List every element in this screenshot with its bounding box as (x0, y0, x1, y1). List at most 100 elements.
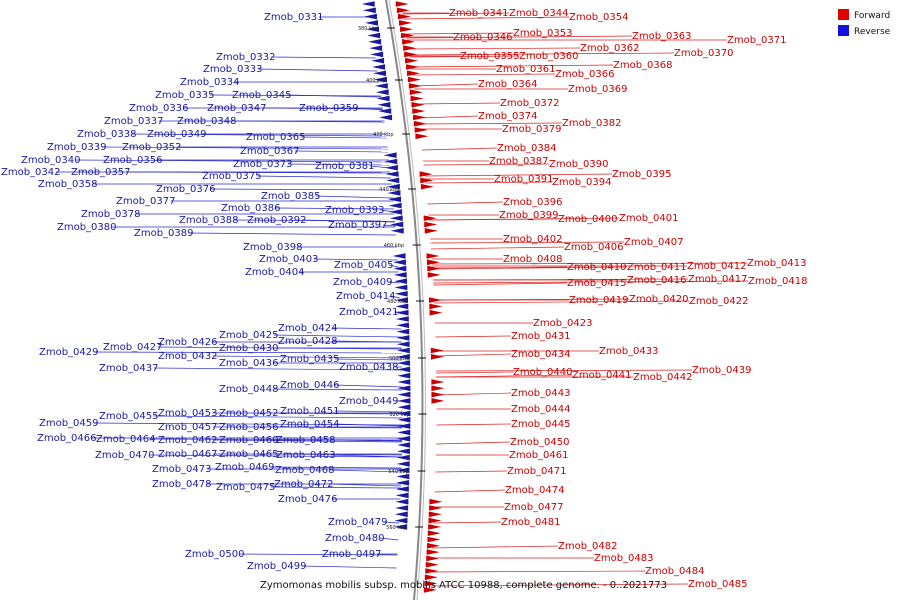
reverse-gene-label: Zmob_0373 (233, 159, 293, 170)
reverse-gene-glyph (390, 228, 404, 234)
reverse-gene-label: Zmob_0457 (158, 422, 218, 433)
reverse-gene-label: Zmob_0454 (280, 419, 340, 430)
reverse-gene-glyph (396, 322, 410, 329)
reverse-gene-label: Zmob_0435 (280, 354, 340, 365)
reverse-leader-line (332, 340, 402, 343)
forward-gene-label: Zmob_0387 (489, 156, 549, 167)
gene-glyphs (361, 1, 445, 593)
reverse-gene-label: Zmob_0403 (259, 254, 319, 265)
forward-gene-glyph (427, 530, 441, 536)
forward-leader-line (432, 278, 689, 281)
reverse-gene-glyph (372, 64, 386, 70)
forward-gene-glyph (427, 265, 441, 272)
reverse-leader-line (388, 264, 399, 268)
forward-gene-label: Zmob_0372 (500, 98, 560, 109)
forward-gene-glyph (431, 379, 445, 385)
scale-ticks: 380 kbp 400 kbp 420 kbp 440 kbp 460 kbp 480 k… (358, 26, 427, 531)
reverse-gene-glyph (396, 473, 410, 480)
forward-gene-glyph (406, 64, 420, 70)
reverse-gene-label: Zmob_0377 (116, 196, 176, 207)
reverse-leader-line (125, 171, 391, 174)
reverse-leader-line (330, 454, 402, 458)
reverse-gene-glyph (395, 303, 409, 310)
reverse-gene-label: Zmob_0467 (158, 449, 218, 460)
reverse-leader-line (382, 224, 396, 227)
reverse-gene-glyph (396, 347, 410, 354)
forward-gene-glyph (399, 20, 413, 26)
forward-leader-line (423, 163, 550, 166)
forward-gene-label: Zmob_0364 (478, 79, 538, 90)
forward-leader-line (436, 441, 511, 445)
reverse-gene-glyph (397, 372, 411, 379)
reverse-gene-label: Zmob_0347 (207, 103, 267, 114)
reverse-gene-label: Zmob_0349 (147, 129, 207, 140)
leader-lines (55, 12, 749, 587)
reverse-gene-label: Zmob_0340 (21, 155, 81, 166)
reverse-gene-label: Zmob_0460 (219, 435, 279, 446)
forward-leader-line (436, 371, 514, 374)
reverse-gene-glyph (395, 492, 409, 499)
genome-backbone (385, 0, 424, 600)
reverse-gene-glyph (371, 57, 385, 64)
forward-leader-line (436, 369, 693, 372)
forward-gene-label: Zmob_0346 (453, 32, 513, 43)
forward-gene-glyph (426, 555, 440, 562)
forward-leader-line (418, 122, 563, 125)
reverse-gene-label: Zmob_0348 (177, 116, 237, 127)
forward-leader-line (435, 335, 512, 338)
reverse-gene-label: Zmob_0464 (96, 434, 156, 445)
forward-gene-label: Zmob_0401 (619, 213, 679, 224)
reverse-leader-line (301, 565, 397, 569)
forward-gene-glyph (429, 309, 443, 316)
forward-gene-label: Zmob_0369 (568, 84, 628, 95)
forward-gene-label: Zmob_0413 (747, 258, 807, 269)
forward-gene-glyph (425, 561, 439, 568)
reverse-gene-glyph (365, 20, 379, 26)
forward-gene-glyph (414, 127, 428, 133)
forward-gene-glyph (413, 120, 427, 127)
forward-gene-glyph (430, 354, 444, 360)
reverse-gene-glyph (396, 467, 410, 473)
reverse-leader-line (273, 426, 403, 429)
reverse-leader-line (334, 410, 403, 413)
reverse-gene-glyph (395, 498, 409, 505)
reverse-gene-label: Zmob_0480 (325, 533, 385, 544)
legend-reverse-swatch (838, 25, 849, 36)
forward-gene-glyph (395, 1, 409, 7)
reverse-gene-glyph (397, 417, 411, 423)
forward-gene-label: Zmob_0400 (558, 214, 618, 225)
forward-leader-line (433, 521, 502, 524)
forward-leader-line (427, 201, 504, 205)
reverse-gene-label: Zmob_0334 (180, 77, 240, 88)
reverse-leader-line (287, 163, 390, 166)
reverse-gene-label: Zmob_0376 (156, 184, 216, 195)
reverse-gene-glyph (373, 76, 387, 83)
reverse-gene-glyph (388, 196, 402, 203)
forward-leader-line (435, 353, 512, 357)
forward-gene-glyph (428, 524, 442, 530)
forward-leader-line (432, 266, 628, 270)
genome-backbone-shadow (388, 0, 426, 600)
reverse-gene-label: Zmob_0438 (339, 362, 399, 373)
reverse-gene-label: Zmob_0466 (37, 433, 97, 444)
forward-gene-label: Zmob_0471 (507, 466, 567, 477)
forward-gene-label: Zmob_0431 (511, 331, 571, 342)
forward-gene-label: Zmob_0368 (613, 60, 673, 71)
reverse-gene-label: Zmob_0429 (39, 347, 99, 358)
reverse-gene-label: Zmob_0452 (219, 408, 279, 419)
forward-gene-label: Zmob_0394 (552, 177, 612, 188)
reverse-gene-label: Zmob_0386 (221, 203, 281, 214)
forward-gene-glyph (400, 26, 414, 32)
reverse-gene-label: Zmob_0478 (152, 479, 212, 490)
reverse-gene-label: Zmob_0424 (278, 323, 338, 334)
reverse-gene-label: Zmob_0332 (216, 52, 276, 63)
forward-gene-label: Zmob_0483 (594, 553, 654, 564)
forward-leader-line (409, 52, 675, 56)
forward-gene-label: Zmob_0355 (460, 51, 520, 62)
forward-gene-label: Zmob_0422 (689, 296, 749, 307)
forward-gene-glyph (427, 543, 441, 549)
reverse-gene-glyph (384, 165, 398, 171)
forward-gene-label: Zmob_0363 (632, 31, 692, 42)
reverse-gene-glyph (389, 215, 403, 221)
forward-leader-line (402, 12, 510, 15)
